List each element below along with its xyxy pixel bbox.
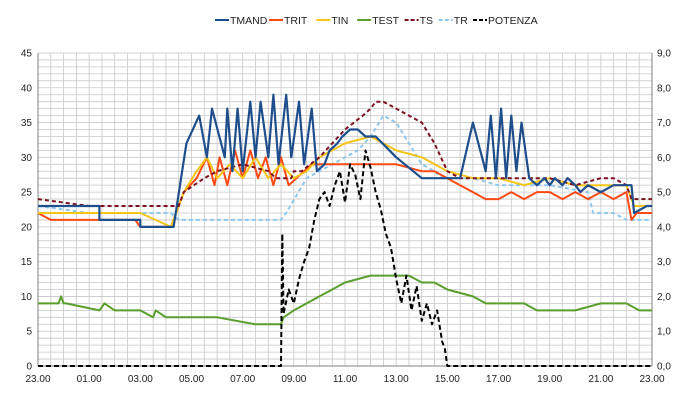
legend-label: TIN (331, 15, 348, 27)
x-tick-label: 17.00 (486, 374, 511, 385)
y2-tick-label: 8,0 (657, 83, 671, 94)
series-ts (37, 100, 652, 207)
x-tick-label: 21.00 (588, 374, 613, 385)
y2-tick-label: 7,0 (657, 118, 671, 129)
x-tick-label: 03.00 (128, 374, 153, 385)
ticks: 0 5 10 15 20 25 30 35 40 45 0,0 1,0 2,0 3,0 4,0 5,0 6,0 7… (21, 49, 671, 386)
grid (37, 52, 653, 367)
series-tmand (38, 93, 652, 228)
legend-item-test: TEST (357, 15, 400, 27)
y2-tick-label: 5,0 (657, 188, 671, 199)
y-tick-label: 15 (21, 257, 33, 268)
y2-tick-label: 2,0 (657, 292, 671, 303)
y-tick-label: 40 (21, 83, 33, 94)
legend-label: POTENZA (488, 15, 538, 27)
legend-item-trit: TRIT (269, 15, 308, 27)
legend-label: TMAND (230, 15, 268, 27)
y-tick-label: 25 (21, 188, 33, 199)
series-potenza (38, 149, 652, 367)
x-tick-label: 09.00 (281, 374, 306, 385)
y-tick-label: 20 (21, 222, 33, 233)
y2-tick-label: 1,0 (657, 327, 671, 338)
legend-item-tin: TIN (316, 15, 348, 27)
x-tick-label: 11.00 (333, 374, 358, 385)
x-tick-label: 01.00 (77, 374, 102, 385)
x-tick-label: 07.00 (230, 374, 255, 385)
series-layer (37, 93, 652, 367)
legend-item-potenza: POTENZA (473, 15, 538, 27)
legend-label: TRIT (284, 15, 308, 27)
legend-label: TEST (372, 15, 399, 27)
y-tick-label: 10 (21, 292, 33, 303)
x-tick-label: 23.00 (639, 374, 664, 385)
legend: TMAND TRIT TIN TEST TS TR POTENZA (215, 15, 538, 27)
x-tick-label: 19.00 (537, 374, 562, 385)
series-test (38, 274, 652, 326)
x-tick-label: 05.00 (179, 374, 204, 385)
x-tick-label: 23.00 (25, 374, 50, 385)
y2-tick-label: 9,0 (657, 49, 671, 60)
legend-label: TS (420, 15, 433, 27)
legend-label: TR (454, 15, 468, 27)
y2-tick-label: 4,0 (657, 222, 671, 233)
legend-item-ts: TS (404, 15, 433, 27)
y-tick-label: 30 (21, 153, 33, 164)
legend-item-tmand: TMAND (215, 15, 268, 27)
y2-tick-label: 3,0 (657, 257, 671, 268)
y-tick-label: 45 (21, 49, 33, 60)
x-tick-label: 13.00 (384, 374, 409, 385)
y-tick-label: 35 (21, 118, 33, 129)
y2-tick-label: 6,0 (657, 153, 671, 164)
legend-item-tr: TR (438, 15, 468, 27)
y2-tick-label: 0,0 (657, 362, 671, 373)
y-tick-label: 5 (26, 327, 32, 338)
y-tick-label: 0 (26, 362, 32, 373)
x-tick-label: 15.00 (435, 374, 460, 385)
